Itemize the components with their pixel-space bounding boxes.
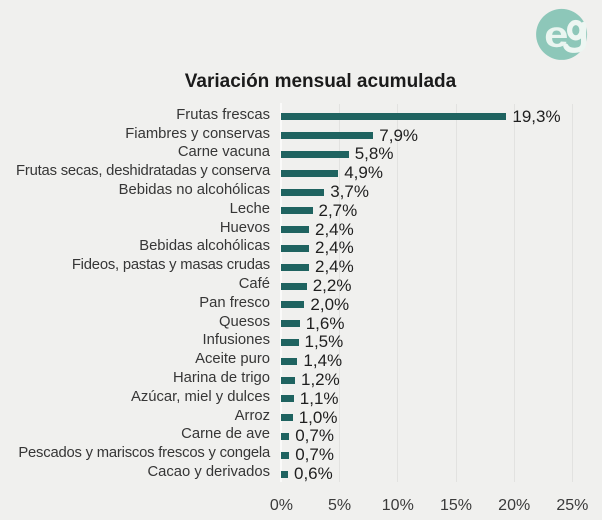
svg-text:e: e: [544, 13, 568, 55]
